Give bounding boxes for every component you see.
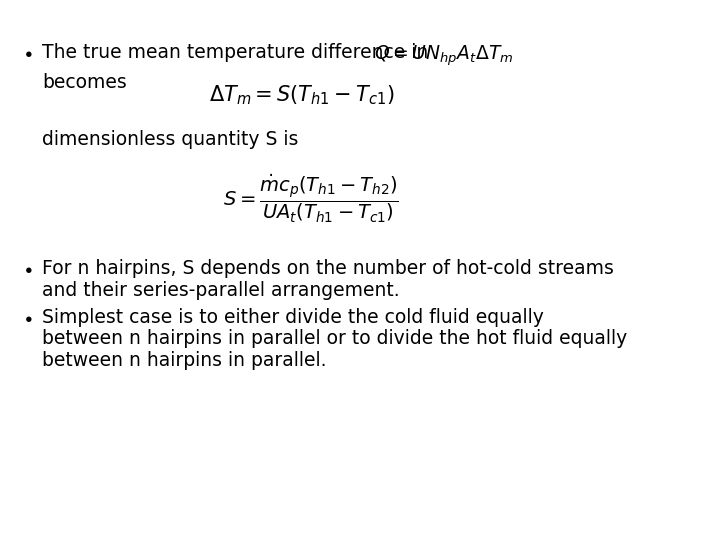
Text: $\bullet$: $\bullet$: [22, 259, 32, 278]
Text: $\bullet$: $\bullet$: [22, 43, 32, 62]
Text: between n hairpins in parallel.: between n hairpins in parallel.: [42, 351, 326, 370]
Text: between n hairpins in parallel or to divide the hot fluid equally: between n hairpins in parallel or to div…: [42, 329, 627, 348]
Text: $Q = UN_{hp}A_t\Delta T_m$: $Q = UN_{hp}A_t\Delta T_m$: [374, 43, 514, 68]
Text: Simplest case is to either divide the cold fluid equally: Simplest case is to either divide the co…: [42, 308, 544, 327]
Text: $\bullet$: $\bullet$: [22, 308, 32, 327]
Text: and their series-parallel arrangement.: and their series-parallel arrangement.: [42, 281, 400, 300]
Text: $S = \dfrac{\dot{m}c_p(T_{h1} - T_{h2})}{UA_t(T_{h1} - T_{c1})}$: $S = \dfrac{\dot{m}c_p(T_{h1} - T_{h2})}…: [223, 173, 399, 225]
Text: dimensionless quantity S is: dimensionless quantity S is: [42, 130, 298, 148]
Text: For n hairpins, S depends on the number of hot-cold streams: For n hairpins, S depends on the number …: [42, 259, 613, 278]
Text: becomes: becomes: [42, 73, 127, 92]
Text: $\Delta T_m = S(T_{h1} - T_{c1})$: $\Delta T_m = S(T_{h1} - T_{c1})$: [209, 84, 395, 107]
Text: The true mean temperature difference in: The true mean temperature difference in: [42, 43, 434, 62]
